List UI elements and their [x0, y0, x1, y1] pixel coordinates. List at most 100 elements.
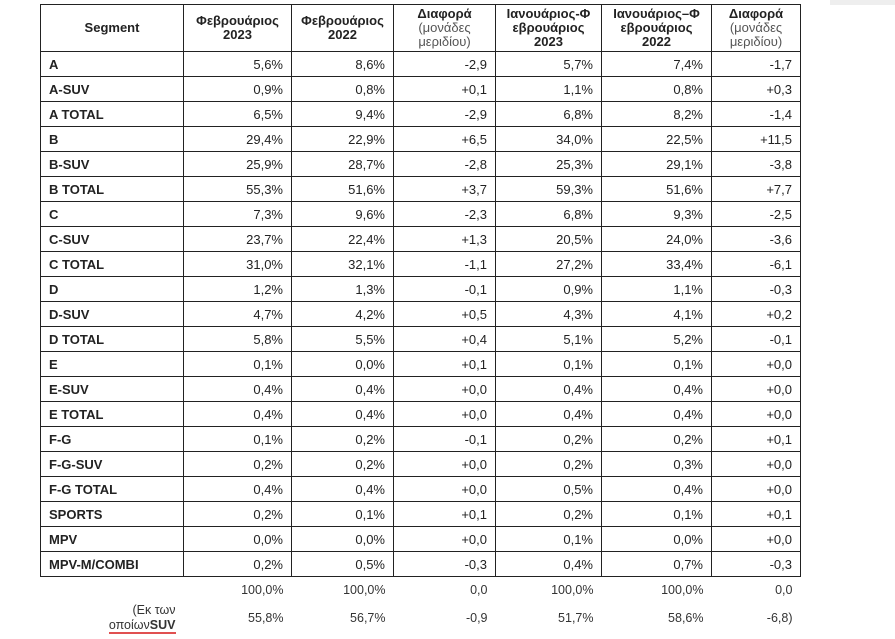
table-cell: 5,6%: [183, 51, 292, 77]
table-cell: +0,4: [393, 326, 496, 352]
table-cell: 55,3%: [183, 176, 292, 202]
table-cell: +0,5: [393, 301, 496, 327]
total-cell: 100,0%: [551, 583, 594, 597]
table-cell: +1,3: [393, 226, 496, 252]
table-cell: 23,7%: [183, 226, 292, 252]
table-cell: 4,2%: [291, 301, 394, 327]
table-cell: -2,9: [393, 101, 496, 127]
table-cell: 1,3%: [291, 276, 394, 302]
table-cell: +6,5: [393, 126, 496, 152]
table-cell: +3,7: [393, 176, 496, 202]
table-cell: -6,1: [711, 251, 801, 277]
table-cell: 29,1%: [601, 151, 712, 177]
table-cell: 6,8%: [495, 201, 602, 227]
table-cell: 0,1%: [183, 351, 292, 377]
table-cell: +0,0: [711, 376, 801, 402]
table-cell: 0,4%: [495, 376, 602, 402]
segment-name: MPV-M/COMBI: [40, 551, 184, 577]
table-cell: 34,0%: [495, 126, 602, 152]
table-cell: 31,0%: [183, 251, 292, 277]
table-cell: 0,9%: [495, 276, 602, 302]
table-row: A TOTAL 6,5% 9,4% -2,9 6,8% 8,2% -1,4: [40, 101, 801, 127]
table-cell: 0,1%: [183, 426, 292, 452]
table-cell: 0,1%: [495, 526, 602, 552]
segment-name: B-SUV: [40, 151, 184, 177]
table-cell: 33,4%: [601, 251, 712, 277]
table-cell: +0,1: [393, 501, 496, 527]
table-cell: -0,1: [393, 276, 496, 302]
table-row: D 1,2% 1,3% -0,1 0,9% 1,1% -0,3: [40, 276, 801, 302]
table-cell: 0,2%: [495, 501, 602, 527]
segment-name: D-SUV: [40, 301, 184, 327]
suv-label-suv: SUV: [149, 618, 176, 632]
suv-cell: -6,8): [766, 611, 793, 625]
suv-label-line1: (Εκ των: [132, 603, 176, 617]
table-cell: +0,1: [393, 351, 496, 377]
table-cell: 25,3%: [495, 151, 602, 177]
table-cell: +0,1: [393, 76, 496, 102]
column-header-title: Φεβρουάριος 2023: [196, 13, 279, 42]
total-cell: 100,0%: [661, 583, 704, 597]
table-row: F-G-SUV 0,2% 0,2% +0,0 0,2% 0,3% +0,0: [40, 451, 801, 477]
column-header-title: Ιανουάριος–Φ εβρουάριος 2022: [613, 6, 700, 49]
table-cell: 1,1%: [495, 76, 602, 102]
table-cell: 9,4%: [291, 101, 394, 127]
table-row: C TOTAL 31,0% 32,1% -1,1 27,2% 33,4% -6,1: [40, 251, 801, 277]
table-cell: 0,1%: [601, 501, 712, 527]
table-row: C 7,3% 9,6% -2,3 6,8% 9,3% -2,5: [40, 201, 801, 227]
table-cell: 0,9%: [183, 76, 292, 102]
segment-name: D: [40, 276, 184, 302]
segment-name: SPORTS: [40, 501, 184, 527]
header-row: Segment Φεβρουάριος 2023 Φεβρουάριος 2022 Δ…: [40, 4, 801, 52]
table-cell: 0,4%: [183, 376, 292, 402]
table-row: B 29,4% 22,9% +6,5 34,0% 22,5% +11,5: [40, 126, 801, 152]
suv-label-line2: οποίωνSUV: [108, 618, 176, 634]
suv-cell: 56,7%: [350, 611, 386, 625]
segment-name: B TOTAL: [40, 176, 184, 202]
column-header-subtitle: (μονάδες μεριδίου): [418, 20, 471, 49]
table-row: SPORTS 0,2% 0,1% +0,1 0,2% 0,1% +0,1: [40, 501, 801, 527]
table-cell: 0,5%: [291, 551, 394, 577]
suv-row: (Εκ των οποίωνSUV 55,8% 56,7% -0,9 51,7%…: [41, 603, 801, 634]
table-cell: 25,9%: [183, 151, 292, 177]
table-cell: 0,2%: [183, 451, 292, 477]
column-header: Διαφορά (μονάδες μεριδίου): [711, 4, 801, 52]
table-cell: +0,0: [393, 401, 496, 427]
suv-label: (Εκ των οποίωνSUV: [41, 603, 184, 634]
table-cell: 0,5%: [495, 476, 602, 502]
table-cell: 5,8%: [183, 326, 292, 352]
table-cell: -2,5: [711, 201, 801, 227]
table-cell: +0,0: [393, 526, 496, 552]
segment-name: A: [40, 51, 184, 77]
table-cell: -0,1: [393, 426, 496, 452]
table-cell: 0,0%: [183, 526, 292, 552]
table-cell: 0,0%: [601, 526, 712, 552]
segment-name: E: [40, 351, 184, 377]
table-cell: 4,3%: [495, 301, 602, 327]
table-cell: 7,3%: [183, 201, 292, 227]
table-cell: 5,5%: [291, 326, 394, 352]
column-header: Διαφορά (μονάδες μεριδίου): [393, 4, 496, 52]
table-cell: -1,4: [711, 101, 801, 127]
segment-name: F-G: [40, 426, 184, 452]
table-cell: 0,2%: [183, 551, 292, 577]
table-cell: +0,0: [711, 526, 801, 552]
table-cell: 0,1%: [601, 351, 712, 377]
table-cell: 20,5%: [495, 226, 602, 252]
table-cell: 29,4%: [183, 126, 292, 152]
table-cell: 0,2%: [495, 451, 602, 477]
total-row: 100,0% 100,0% 0,0 100,0% 100,0% 0,0: [41, 577, 801, 604]
table-cell: -0,3: [393, 551, 496, 577]
table-row: F-G 0,1% 0,2% -0,1 0,2% 0,2% +0,1: [40, 426, 801, 452]
table-cell: 5,7%: [495, 51, 602, 77]
column-header-title: Φεβρουάριος 2022: [301, 13, 384, 42]
table-cell: +0,0: [711, 451, 801, 477]
column-header-title: Ιανουάριος-Φ εβρουάριος 2023: [506, 6, 591, 49]
table-cell: 51,6%: [601, 176, 712, 202]
table-row: B TOTAL 55,3% 51,6% +3,7 59,3% 51,6% +7,7: [40, 176, 801, 202]
table-cell: 0,2%: [183, 501, 292, 527]
table-cell: +0,0: [711, 351, 801, 377]
table-row: E 0,1% 0,0% +0,1 0,1% 0,1% +0,0: [40, 351, 801, 377]
table-cell: -0,3: [711, 276, 801, 302]
table-cell: 0,4%: [291, 376, 394, 402]
